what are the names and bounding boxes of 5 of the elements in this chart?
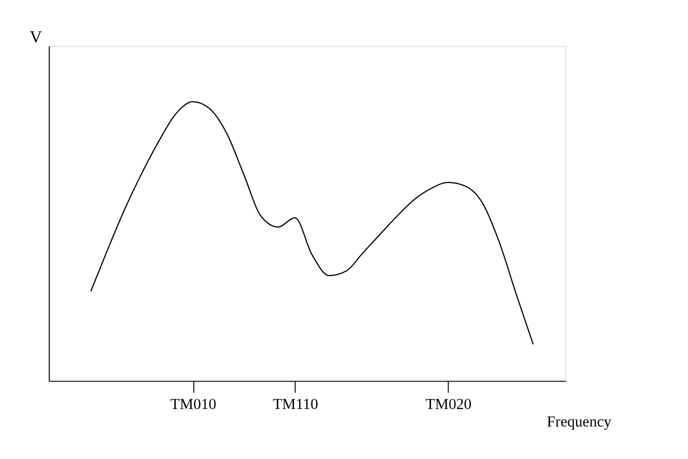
x-axis-title: Frequency (546, 413, 612, 430)
y-axis-title: V (30, 28, 43, 47)
x-tick-label: TM010 (170, 396, 217, 414)
x-tick-label: TM020 (426, 396, 472, 414)
x-tick-label: TM110 (272, 396, 318, 414)
